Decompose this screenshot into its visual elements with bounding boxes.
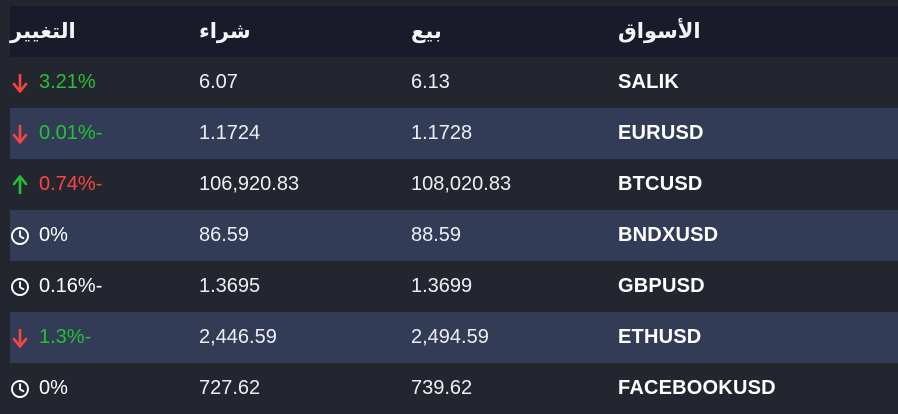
- arrow-up-icon: [10, 174, 30, 196]
- cell-market-symbol[interactable]: FACEBOOKUSD: [618, 377, 776, 399]
- table-row[interactable]: SALIK 6.13 6.07 3.21%: [0, 57, 898, 108]
- arrow-down-icon: [10, 327, 30, 349]
- table-row[interactable]: GBPUSD 1.3699 1.3695 0.16%-: [0, 261, 898, 312]
- change-percent-text: 3.21%: [39, 71, 96, 93]
- cell-market-symbol[interactable]: BTCUSD: [618, 173, 703, 195]
- cell-market-symbol[interactable]: GBPUSD: [618, 275, 705, 297]
- cell-buy-price[interactable]: 106,920.83: [199, 173, 300, 195]
- column-header-markets[interactable]: الأسواق: [618, 20, 701, 43]
- column-header-change[interactable]: التغيير: [10, 20, 76, 43]
- cell-sell-price[interactable]: 6.13: [411, 71, 450, 93]
- cell-buy-price[interactable]: 2,446.59: [199, 326, 277, 348]
- cell-buy-price[interactable]: 727.62: [199, 377, 261, 399]
- cell-buy-price[interactable]: 6.07: [199, 71, 238, 93]
- cell-sell-price[interactable]: 1.3699: [411, 275, 473, 297]
- table-row[interactable]: EURUSD 1.1728 1.1724 0.01%-: [10, 108, 898, 159]
- cell-sell-price[interactable]: 108,020.83: [411, 173, 512, 195]
- cell-change[interactable]: 1.3%-: [10, 326, 191, 349]
- cell-buy-price[interactable]: 86.59: [199, 224, 250, 246]
- table-header-row: الأسواق بيع شراء التغيير: [10, 6, 898, 57]
- column-header-sell[interactable]: بيع: [411, 20, 442, 43]
- change-percent-text: 0%: [39, 377, 68, 399]
- cell-market-symbol[interactable]: BNDXUSD: [618, 224, 719, 246]
- cell-buy-price[interactable]: 1.3695: [199, 275, 261, 297]
- clock-icon: [10, 378, 30, 400]
- cell-market-symbol[interactable]: SALIK: [618, 71, 679, 93]
- change-percent-text: 0.16%-: [39, 275, 103, 297]
- cell-market-symbol[interactable]: EURUSD: [618, 122, 704, 144]
- change-percent-text: 1.3%-: [39, 326, 92, 348]
- change-percent-text: 0%: [39, 224, 68, 246]
- cell-change[interactable]: 0.16%-: [10, 275, 191, 298]
- cell-change[interactable]: 3.21%: [10, 71, 191, 94]
- cell-market-symbol[interactable]: ETHUSD: [618, 326, 702, 348]
- table-row[interactable]: FACEBOOKUSD 739.62 727.62 0%: [0, 363, 898, 414]
- arrow-down-icon: [10, 72, 30, 94]
- change-percent-text: 0.74%-: [39, 173, 103, 195]
- cell-change[interactable]: 0.74%-: [10, 173, 191, 196]
- table-body: SALIK 6.13 6.07 3.21% EURUSD 1.1728 1.1724 0.01…: [0, 57, 898, 414]
- table-row[interactable]: ETHUSD 2,494.59 2,446.59 1.3%-: [10, 312, 898, 363]
- cell-change[interactable]: 0%: [10, 377, 191, 400]
- table-row[interactable]: BNDXUSD 88.59 86.59 0%: [10, 210, 898, 261]
- cell-buy-price[interactable]: 1.1724: [199, 122, 261, 144]
- cell-sell-price[interactable]: 88.59: [411, 224, 462, 246]
- arrow-down-icon: [10, 123, 30, 145]
- cell-change[interactable]: 0%: [10, 224, 191, 247]
- clock-icon: [10, 225, 30, 247]
- cell-sell-price[interactable]: 2,494.59: [411, 326, 489, 348]
- cell-change[interactable]: 0.01%-: [10, 122, 191, 145]
- clock-icon: [10, 276, 30, 298]
- table-row[interactable]: BTCUSD 108,020.83 106,920.83 0.74%-: [0, 159, 898, 210]
- cell-sell-price[interactable]: 739.62: [411, 377, 473, 399]
- change-percent-text: 0.01%-: [39, 122, 103, 144]
- cell-sell-price[interactable]: 1.1728: [411, 122, 473, 144]
- column-header-buy[interactable]: شراء: [199, 20, 251, 43]
